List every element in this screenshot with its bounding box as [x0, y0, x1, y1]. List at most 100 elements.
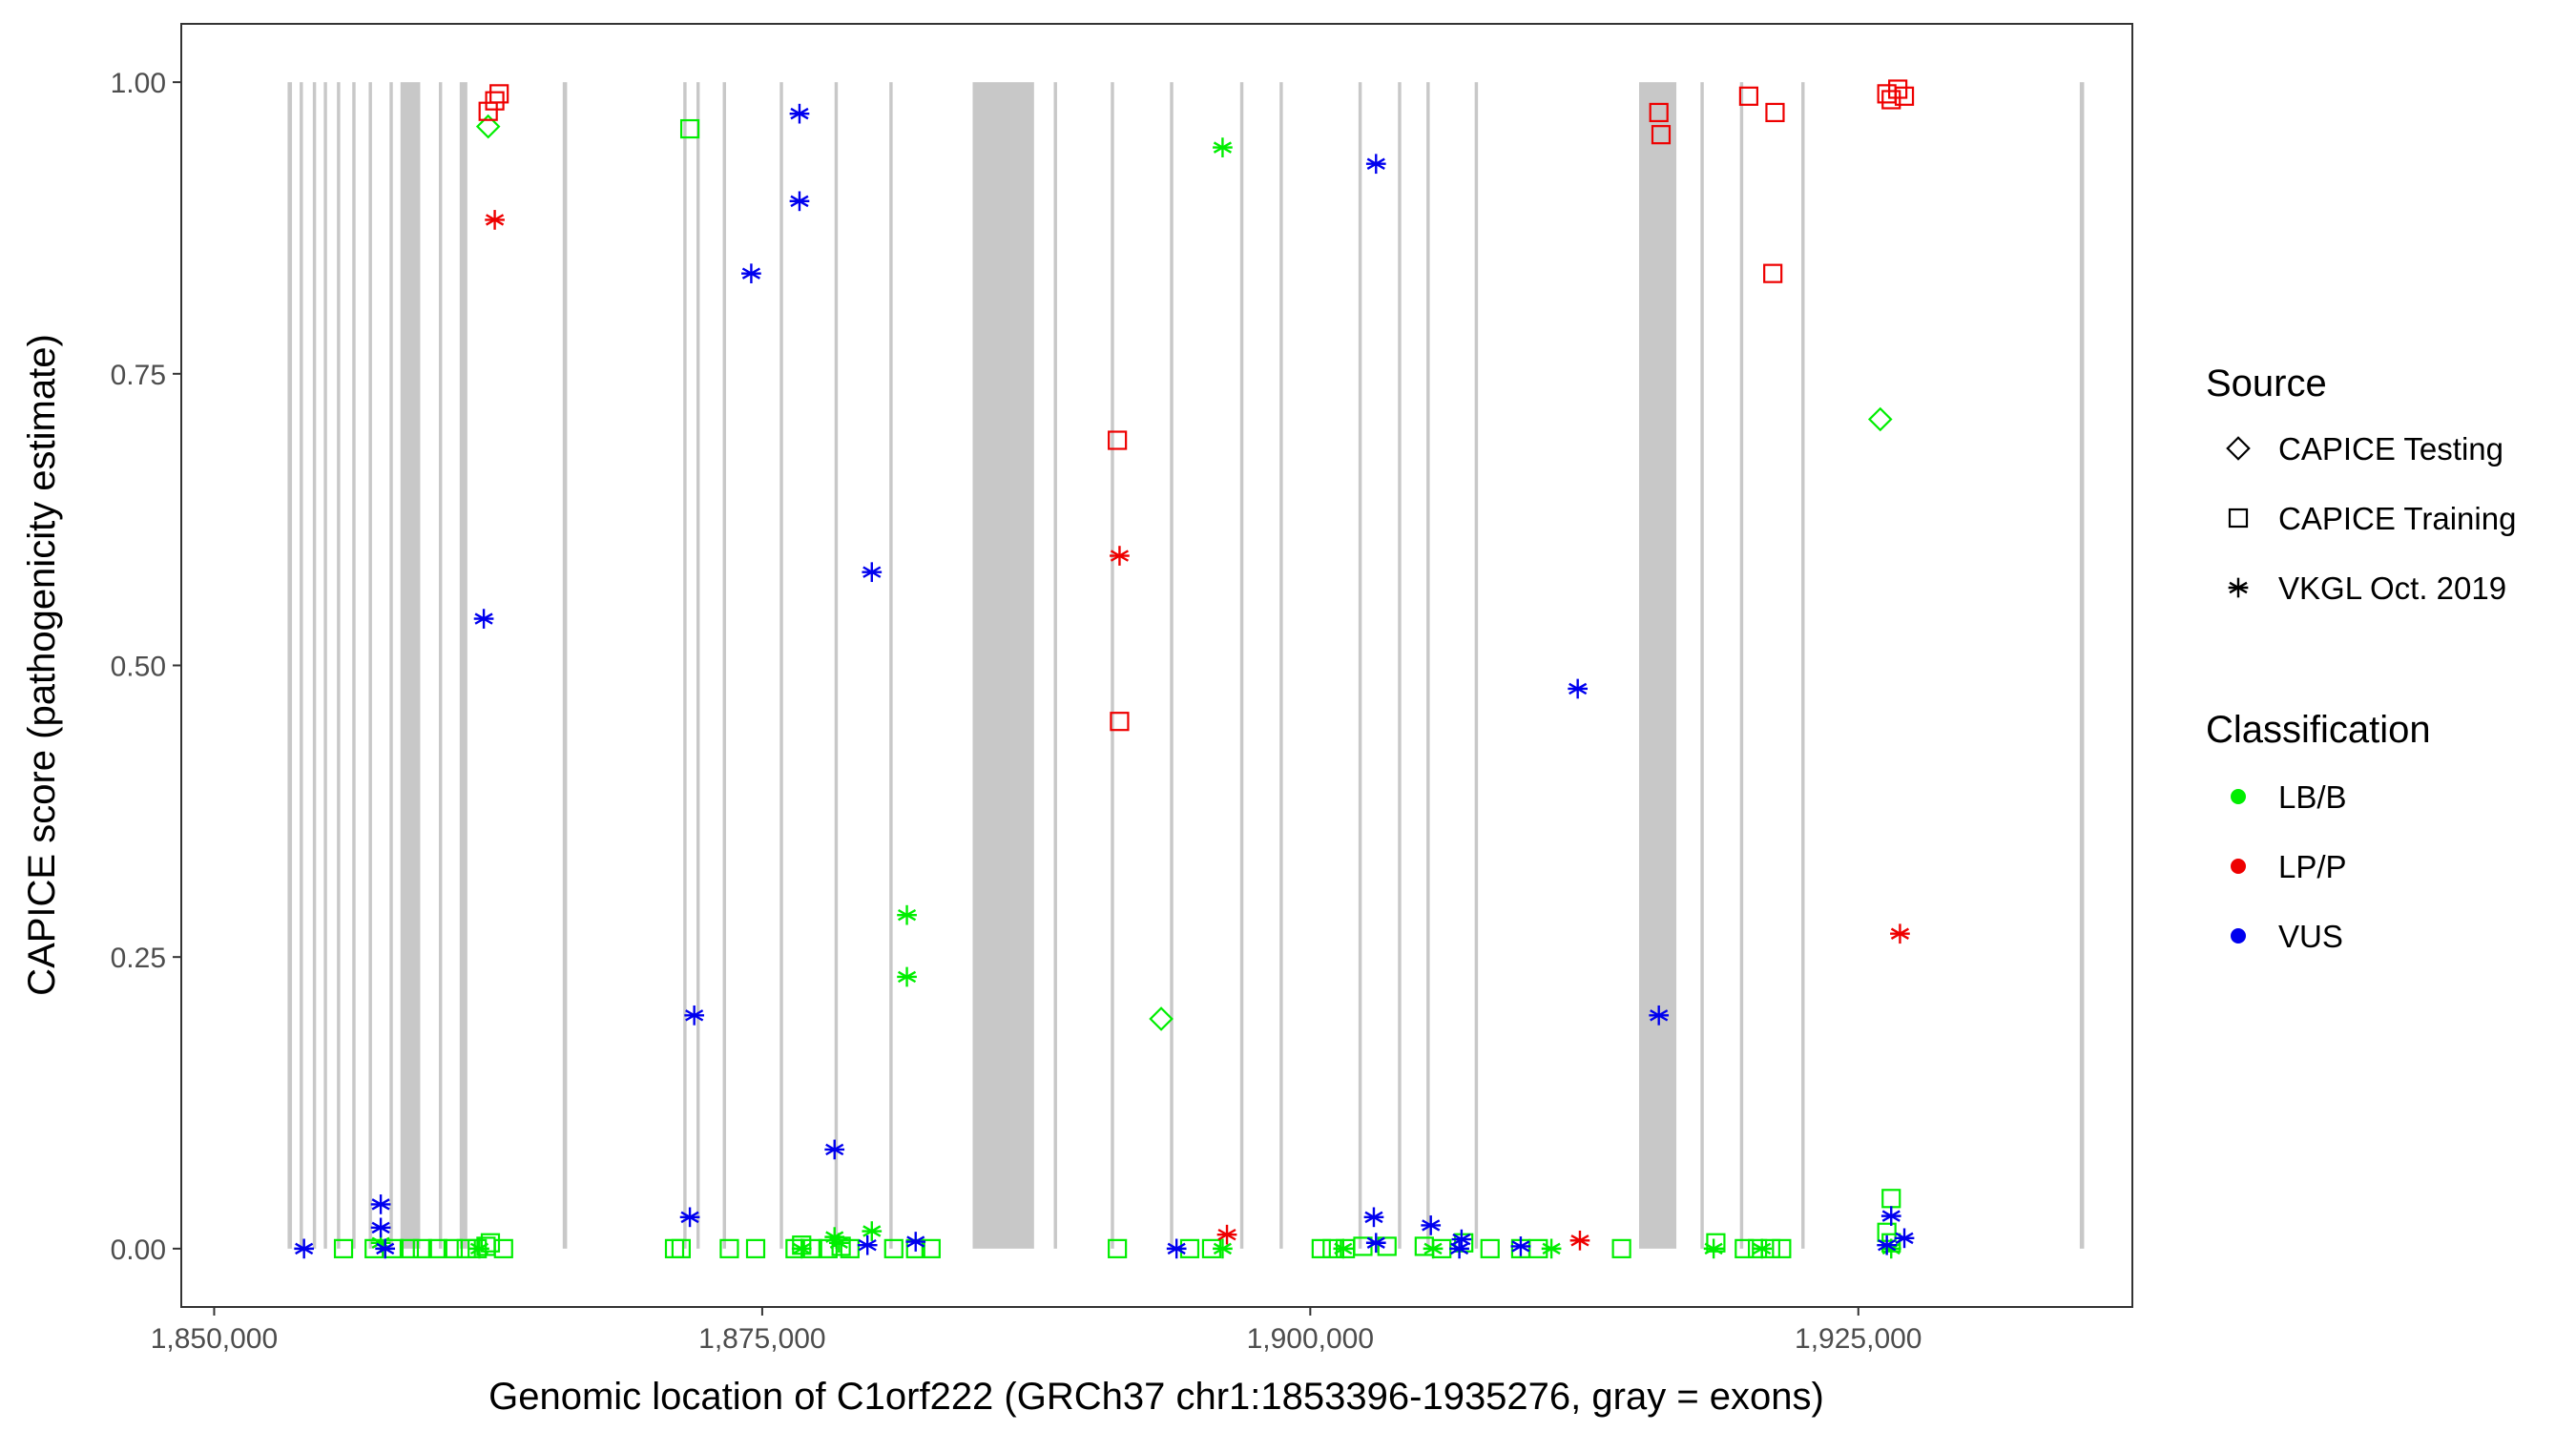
exon-band	[1170, 82, 1174, 1249]
data-point-square	[412, 1238, 432, 1258]
data-point-square	[1763, 263, 1783, 283]
data-point-asterisk	[1649, 1005, 1670, 1026]
data-point-square	[399, 1238, 420, 1258]
y-tick-label: 0.00	[111, 1234, 166, 1266]
y-tick-label: 0.25	[111, 943, 166, 974]
data-point-square	[1377, 1236, 1397, 1256]
legend-source-title: Source	[2206, 363, 2327, 404]
data-point-square	[427, 1238, 447, 1258]
data-point-square	[1772, 1238, 1792, 1258]
exon-band	[779, 82, 783, 1249]
x-tick-label: 1,850,000	[151, 1323, 278, 1355]
data-point-square	[1888, 79, 1908, 99]
data-point-asterisk	[1510, 1236, 1531, 1256]
exon-band	[696, 82, 700, 1249]
data-point-asterisk	[857, 1234, 878, 1255]
y-tick-label: 0.50	[111, 652, 166, 683]
data-point-square	[443, 1238, 464, 1258]
data-point-square	[1108, 1238, 1128, 1258]
exon-band	[834, 82, 839, 1249]
data-point-asterisk	[679, 1207, 700, 1228]
data-point-asterisk	[1703, 1238, 1724, 1259]
data-point-asterisk	[905, 1232, 926, 1252]
legend-square-key	[2228, 508, 2249, 529]
exon-band	[323, 82, 327, 1249]
exon-band	[400, 82, 421, 1249]
legend-source-label: CAPICE Training	[2278, 501, 2516, 536]
data-point-asterisk	[1365, 154, 1386, 175]
data-point-asterisk	[1216, 1224, 1237, 1245]
data-point-asterisk	[862, 562, 883, 583]
data-point-asterisk	[1365, 1233, 1386, 1254]
legend-class-label: VUS	[2278, 919, 2343, 954]
data-point-square	[1480, 1238, 1500, 1258]
data-point-square	[485, 91, 505, 111]
data-point-asterisk	[1333, 1238, 1354, 1259]
data-point-asterisk	[862, 1221, 883, 1241]
data-point-asterisk	[370, 1194, 391, 1214]
exon-band	[1700, 82, 1704, 1249]
data-point-asterisk	[375, 1238, 396, 1259]
data-point-square	[1765, 102, 1785, 123]
data-point-square	[478, 101, 498, 121]
data-point-square	[671, 1238, 691, 1258]
data-point-asterisk	[791, 1238, 812, 1259]
exon-band	[972, 82, 1034, 1249]
exon-band	[1801, 82, 1805, 1249]
legend-source-label: CAPICE Testing	[2278, 431, 2503, 467]
y-axis: 0.00 0.25 0.50 0.75 1.00	[111, 68, 181, 1266]
legend-diamond-key	[2226, 436, 2251, 461]
data-point-asterisk	[897, 904, 917, 925]
data-point-asterisk	[828, 1233, 849, 1254]
data-point-diamond	[475, 114, 501, 139]
exon-band	[683, 82, 687, 1249]
data-point-asterisk	[1451, 1229, 1472, 1250]
data-point-square	[1706, 1233, 1726, 1253]
data-point-asterisk	[741, 263, 761, 284]
exon-band	[1279, 82, 1283, 1249]
data-point-square	[1611, 1238, 1631, 1258]
legend: Source CAPICE Testing CAPICE Training VKGL…	[2206, 363, 2516, 954]
data-point-asterisk	[1752, 1238, 1773, 1259]
exon-band	[459, 82, 467, 1249]
exon-band	[1398, 82, 1402, 1249]
legend-source-label: VKGL Oct. 2019	[2278, 570, 2506, 606]
data-point-asterisk	[1363, 1207, 1384, 1228]
data-point-asterisk	[1213, 1238, 1233, 1259]
exon-band	[312, 82, 317, 1249]
data-point-diamond	[1149, 1006, 1174, 1031]
exon-band	[562, 82, 568, 1249]
data-point-asterisk	[1541, 1238, 1562, 1259]
data-point-square	[719, 1238, 739, 1258]
data-point-square	[1894, 86, 1915, 106]
data-point-asterisk	[789, 191, 810, 212]
exon-band	[287, 82, 293, 1249]
data-point-asterisk	[1421, 1215, 1442, 1235]
data-point-square	[840, 1238, 860, 1258]
data-point-square	[333, 1238, 354, 1258]
data-point-asterisk	[1423, 1238, 1444, 1259]
data-point-asterisk	[1880, 1206, 1901, 1226]
exon-band	[1639, 82, 1677, 1249]
data-point-square	[1651, 125, 1672, 145]
exon-band	[889, 82, 893, 1249]
data-point-asterisk	[1110, 546, 1130, 566]
y-tick-label: 1.00	[111, 68, 166, 99]
exon-band	[389, 82, 393, 1249]
y-tick-label: 0.75	[111, 360, 166, 391]
exon-band	[1358, 82, 1362, 1249]
exon-band	[1474, 82, 1479, 1249]
data-point-square	[1108, 430, 1128, 450]
data-point-asterisk	[469, 1238, 489, 1259]
data-point-asterisk	[1568, 678, 1589, 699]
data-point-asterisk	[897, 966, 917, 987]
data-point-asterisk	[473, 609, 494, 629]
exon-band	[438, 82, 443, 1249]
data-point-square	[883, 1238, 904, 1258]
data-point-asterisk	[1569, 1230, 1590, 1251]
data-point-asterisk	[1894, 1228, 1915, 1249]
exon-band	[368, 82, 372, 1249]
exon-band	[2079, 82, 2085, 1249]
legend-class-items: LB/B LP/P VUS	[2231, 779, 2347, 954]
